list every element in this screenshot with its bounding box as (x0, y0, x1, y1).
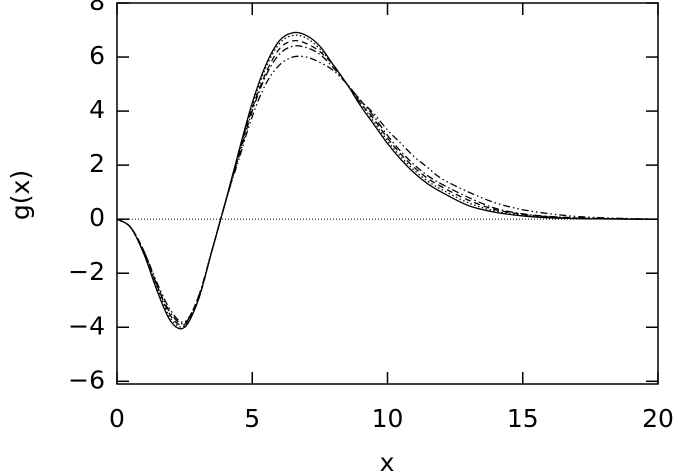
y-tick-label: 0 (89, 203, 105, 232)
series-line (116, 55, 659, 323)
y-tick-label: −4 (68, 311, 105, 340)
y-axis-label: g(x) (6, 170, 35, 220)
x-tick-label: 10 (372, 404, 404, 433)
series-line (116, 34, 659, 328)
x-axis-label: x (380, 448, 395, 475)
series-line (116, 45, 659, 325)
plot-frame (116, 2, 659, 385)
y-tick-label: 6 (89, 41, 105, 70)
y-tick-label: −2 (68, 257, 105, 286)
y-tick-label: 8 (89, 0, 105, 16)
x-tick-label: 15 (507, 404, 539, 433)
x-tick-label: 5 (244, 404, 260, 433)
x-tick-label: 0 (109, 404, 125, 433)
x-tick-label: 20 (642, 404, 674, 433)
y-tick-label: 2 (89, 149, 105, 178)
y-tick-label: 4 (89, 95, 105, 124)
series-line (116, 39, 659, 326)
y-tick-label: −6 (68, 365, 105, 394)
series-line (116, 31, 659, 330)
